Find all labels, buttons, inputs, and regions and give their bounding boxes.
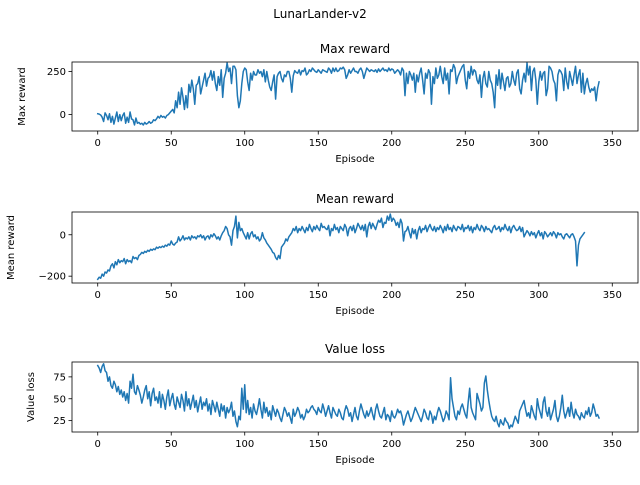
x-tick-label: 200 [382,290,401,301]
x-axis-label: Episode [335,154,374,165]
y-axis-label: Mean reward [6,215,17,280]
x-tick-label: 300 [529,138,548,149]
x-tick-label: 0 [95,138,101,149]
x-tick-label: 50 [165,439,178,450]
x-tick-label: 100 [235,138,254,149]
x-tick-label: 250 [456,138,475,149]
x-tick-label: 350 [603,290,622,301]
x-axis-label: Episode [335,455,374,466]
x-tick-label: 200 [382,439,401,450]
x-tick-label: 50 [165,290,178,301]
x-tick-label: 200 [382,138,401,149]
y-tick-label: 0 [60,230,66,241]
x-tick-label: 100 [235,290,254,301]
subplot-title: Value loss [325,342,385,356]
x-tick-label: 300 [529,439,548,450]
x-tick-label: 0 [95,290,101,301]
subplot-3: Value loss 0 50 100 150 200 250 300 350 25 50 75 Epi… [26,342,639,466]
x-tick-label: 0 [95,439,101,450]
y-tick-label: 25 [53,416,66,427]
series-line-1 [96,363,601,430]
subplot-title: Mean reward [316,192,394,206]
y-tick-label: 0 [60,110,66,121]
y-axis-label: Max reward [17,67,28,126]
x-tick-label: 150 [309,138,328,149]
x-tick-label: 100 [235,439,254,450]
x-tick-label: 350 [603,138,622,149]
x-tick-label: 150 [309,290,328,301]
x-tick-label: 300 [529,290,548,301]
x-tick-label: 250 [456,439,475,450]
subplot-2: Mean reward 0 50 100 150 200 250 300 350 −200 0 Epi… [6,192,639,317]
y-tick-label: 250 [47,67,66,78]
series-line-1 [96,213,586,281]
y-tick-label: −200 [39,272,66,283]
y-tick-label: 50 [53,394,66,405]
x-tick-label: 150 [309,439,328,450]
x-tick-label: 50 [165,138,178,149]
x-tick-label: 350 [603,439,622,450]
y-tick-label: 75 [53,372,66,383]
subplot-title: Max reward [320,42,390,56]
series-line-1 [96,62,600,126]
plot-frame [71,361,639,433]
subplot-1: Max reward 0 50 100 150 200 250 300 350 0 250 Episo… [17,42,639,165]
x-tick-label: 250 [456,290,475,301]
x-axis-label: Episode [335,306,374,317]
y-axis-label: Value loss [26,372,37,422]
figure-title: LunarLander-v2 [273,7,367,21]
plot-frame [71,211,639,284]
plot-frame [71,61,639,132]
